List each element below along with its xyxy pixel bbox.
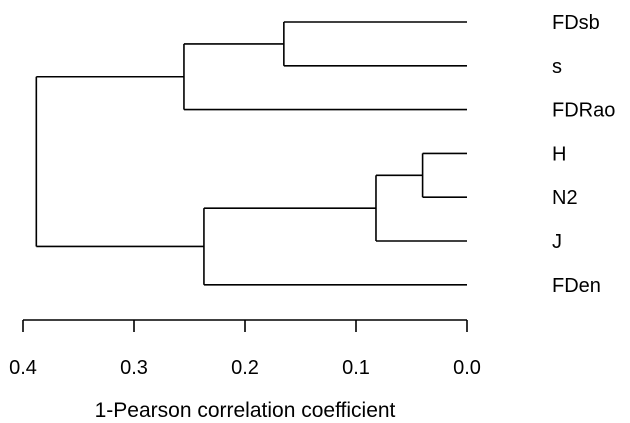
x-tick-label: 0.2 [231,357,259,379]
x-tick-label: 0.4 [9,357,37,379]
x-tick-label: 0.3 [120,357,148,379]
leaf-label-j: J [552,231,562,253]
branches [35,21,467,286]
leaf-label-fden: FDen [552,275,601,297]
leaf-label-fdrao: FDRao [552,100,615,122]
leaf-label-fdsb: FDsb [552,12,600,34]
x-axis-title: 1-Pearson correlation coefficient [95,399,396,422]
leaf-label-s: s [552,56,562,78]
leaf-label-n2: N2 [552,187,578,209]
x-tick-label: 0.0 [453,357,481,379]
x-axis: 0.4 0.3 0.2 0.1 0.0 [9,319,481,379]
leaf-labels: FDsb s FDRao H N2 J FDen [552,12,615,297]
x-tick-label: 0.1 [342,357,370,379]
leaf-label-h: H [552,143,566,165]
